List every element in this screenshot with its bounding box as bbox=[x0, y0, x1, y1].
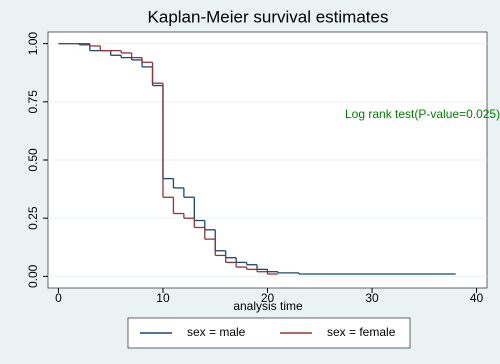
annotation: Log rank test(P-value=0.025) bbox=[345, 107, 500, 121]
y-tick-label: 0.00 bbox=[26, 264, 40, 288]
x-tick-label: 30 bbox=[365, 291, 379, 305]
legend-label: sex = female bbox=[327, 325, 396, 339]
x-axis-label: analysis time bbox=[233, 299, 303, 313]
x-tick-label: 20 bbox=[261, 291, 275, 305]
x-tick-label: 40 bbox=[470, 291, 484, 305]
y-tick-label: 0.50 bbox=[26, 148, 40, 172]
y-tick-label: 0.75 bbox=[26, 90, 40, 114]
x-tick-label: 0 bbox=[55, 291, 62, 305]
legend-box bbox=[127, 317, 411, 349]
x-tick-label: 10 bbox=[156, 291, 170, 305]
chart-title: Kaplan-Meier survival estimates bbox=[148, 7, 389, 26]
y-tick-label: 0.25 bbox=[26, 206, 40, 230]
legend-label: sex = male bbox=[187, 325, 246, 339]
y-tick-label: 1.00 bbox=[26, 32, 40, 56]
